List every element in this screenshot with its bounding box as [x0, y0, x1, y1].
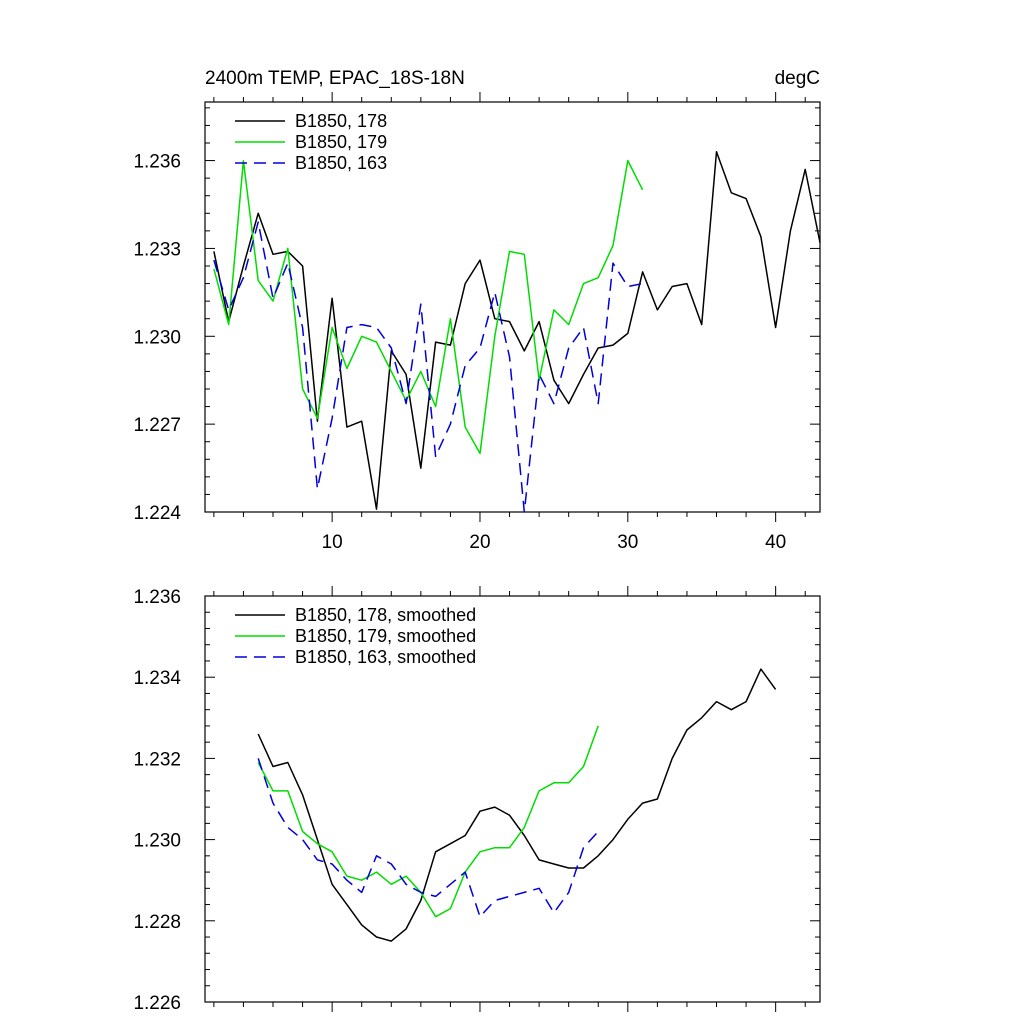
x-tick-label: 40 — [765, 532, 786, 553]
y-tick-label: 1.236 — [133, 152, 181, 173]
y-tick-label: 1.230 — [133, 327, 181, 348]
y-tick-label: 1.233 — [133, 239, 181, 260]
series-line-0 — [257, 668, 777, 942]
series-line-0 — [213, 151, 821, 510]
bottom-chart: 1.226 1.228 1.230 1.232 1.234 1.236 B1850, 178… — [133, 586, 821, 1014]
x-tick-label: 10 — [322, 532, 343, 553]
legend-label-2: B1850, 163 — [295, 153, 387, 173]
legend-label-0: B1850, 178 — [295, 111, 387, 131]
y-tick-label: 1.226 — [133, 993, 181, 1014]
series-line-1 — [213, 159, 644, 455]
x-tick-label: 20 — [469, 532, 490, 553]
x-tick-label: 30 — [617, 532, 638, 553]
plot-frame — [204, 595, 821, 1003]
y-tick-label: 1.232 — [133, 749, 181, 770]
top-chart: 10 20 30 40 1.224 1.227 1.230 1.233 1.236 2400m T… — [133, 68, 821, 553]
legend-label-1: B1850, 179, smoothed — [295, 626, 476, 646]
legend-label-2: B1850, 163, smoothed — [295, 647, 476, 667]
series-line-2 — [213, 221, 643, 513]
series-line-2 — [257, 758, 599, 918]
chart-units: degC — [775, 68, 820, 89]
plot-frame — [204, 101, 821, 513]
y-tick-label: 1.227 — [133, 415, 181, 436]
y-tick-label: 1.230 — [133, 831, 181, 852]
y-tick-label: 1.224 — [133, 503, 181, 524]
legend-label-0: B1850, 178, smoothed — [295, 605, 476, 625]
legend-label-1: B1850, 179 — [295, 132, 387, 152]
y-tick-label: 1.228 — [133, 912, 181, 933]
y-tick-label: 1.236 — [133, 587, 181, 608]
series-line-1 — [257, 725, 599, 918]
chart-title: 2400m TEMP, EPAC_18S-18N — [205, 68, 465, 89]
y-tick-label: 1.234 — [133, 668, 181, 689]
